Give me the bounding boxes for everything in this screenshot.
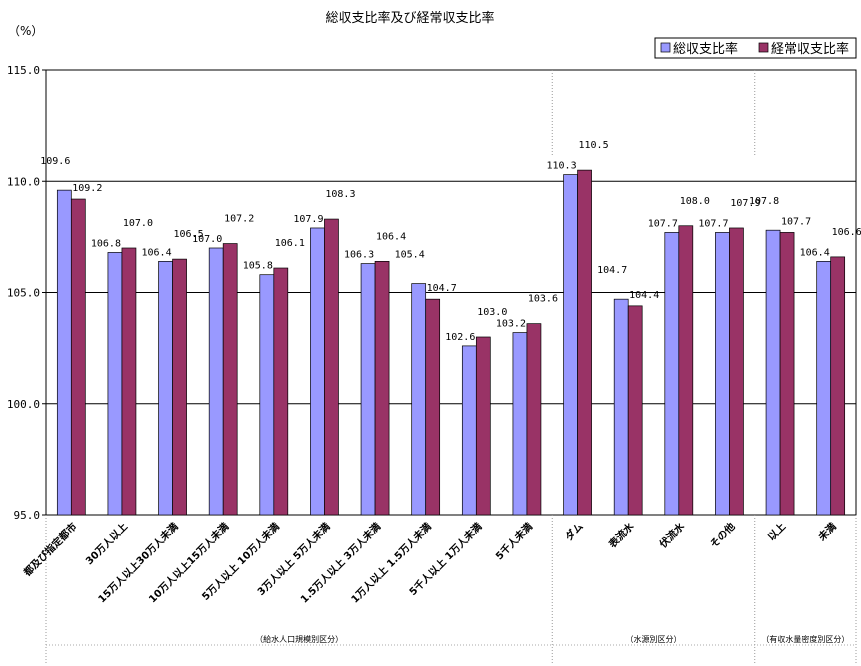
data-label: 103.2 (496, 319, 526, 330)
bar (475, 336, 491, 516)
y-tick-label: 115.0 (7, 64, 40, 77)
bar (158, 261, 173, 516)
bar (830, 256, 846, 516)
group-label: （有収水量密度別区分） (761, 634, 849, 644)
bar (577, 169, 592, 516)
data-label: 107.0 (123, 218, 153, 229)
data-label: 106.3 (344, 250, 374, 261)
data-label: 105.8 (243, 261, 273, 272)
data-label: 109.2 (72, 183, 102, 194)
y-tick-label: 110.0 (7, 175, 40, 188)
bar (627, 305, 643, 516)
bar (779, 232, 795, 516)
data-label: 106.6 (832, 227, 861, 238)
bar (107, 252, 123, 516)
data-label: 104.7 (597, 265, 627, 276)
data-label: 107.0 (192, 234, 222, 245)
bar (411, 283, 427, 516)
bar (512, 332, 528, 516)
x-tick-label: 5千人未満 (493, 520, 535, 562)
bar (678, 225, 694, 516)
data-label: 107.7 (781, 216, 811, 227)
bar (425, 298, 441, 516)
data-label: 105.4 (395, 250, 425, 261)
data-label: 107.7 (698, 218, 728, 229)
bar (222, 243, 238, 516)
y-tick-label: 95.0 (14, 509, 41, 522)
data-label: 109.6 (40, 156, 70, 167)
bar (374, 261, 390, 516)
group-label: （給水人口規模別区分） (255, 634, 343, 644)
legend-label: 経常収支比率 (771, 41, 849, 57)
data-label: 107.9 (293, 214, 323, 225)
data-label: 107.8 (749, 196, 779, 207)
data-label: 106.1 (275, 238, 305, 249)
x-tick-label: 1.5万人以上 3万人未満 (298, 520, 384, 606)
legend-swatch (660, 42, 671, 53)
x-tick-label: 未満 (815, 520, 839, 544)
data-label: 107.7 (648, 218, 678, 229)
x-tick-label: ダム (562, 520, 585, 543)
chart-title: 総収支比率及び経常収支比率 (325, 10, 494, 26)
bar (324, 218, 339, 516)
data-label: 102.6 (445, 332, 475, 343)
data-label: 110.3 (547, 161, 577, 172)
data-label: 107.2 (224, 214, 254, 225)
x-tick-label: 伏流水 (656, 519, 688, 551)
data-label: 106.5 (174, 229, 204, 240)
x-tick-label: 以上 (765, 520, 788, 543)
bar (273, 267, 289, 516)
data-label: 110.5 (579, 140, 609, 151)
legend: 総収支比率 経常収支比率 (654, 37, 857, 59)
bar (56, 189, 72, 516)
bar (526, 323, 542, 516)
bar (664, 232, 680, 516)
bar (613, 298, 629, 516)
x-tick-label: その他 (707, 520, 737, 550)
legend-label: 総収支比率 (673, 41, 738, 57)
x-tick-label: 表流水 (605, 519, 637, 551)
bar (816, 261, 832, 516)
bar (259, 274, 275, 516)
data-label: 104.7 (427, 283, 457, 294)
bar (310, 227, 325, 516)
data-label: 108.0 (680, 196, 710, 207)
data-label: 108.3 (325, 189, 355, 200)
bar (208, 247, 224, 516)
x-tick-label: 30万人以上 (83, 520, 130, 567)
plot-area: 95.0100.0105.0110.0115.0109.6109.2106.81… (7, 64, 861, 664)
bar (563, 174, 578, 516)
data-label: 106.8 (91, 238, 121, 249)
bar (729, 227, 744, 516)
bar (765, 229, 781, 516)
group-label: （水源別区分） (626, 634, 682, 644)
data-label: 106.4 (142, 247, 172, 258)
bar (715, 232, 730, 516)
legend-swatch (758, 42, 769, 53)
data-label: 106.4 (800, 247, 830, 258)
x-tick-label: 都及び指定都市 (20, 520, 79, 579)
y-tick-label: 100.0 (7, 398, 40, 411)
data-label: 104.4 (629, 290, 659, 301)
bar (461, 345, 477, 516)
y-unit-label: （%） (8, 24, 43, 38)
bar (172, 258, 187, 516)
data-label: 107.9 (730, 198, 760, 209)
bar (121, 247, 137, 516)
legend-box (654, 37, 857, 59)
data-label: 103.0 (477, 307, 507, 318)
x-tick-label: 1万人以上 1.5万人未満 (348, 520, 434, 606)
data-label: 103.6 (528, 294, 558, 305)
y-tick-label: 105.0 (7, 287, 40, 300)
bar (360, 263, 376, 516)
data-label: 106.4 (376, 231, 406, 242)
bar (70, 198, 86, 516)
